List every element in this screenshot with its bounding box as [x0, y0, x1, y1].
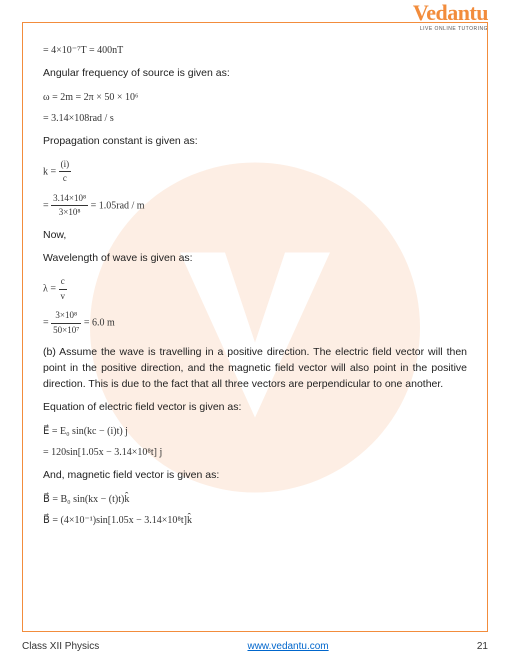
eq-lambda-calc-result: = 6.0 m: [84, 317, 115, 328]
eq-k-lhs: k =: [43, 166, 56, 177]
eq-k-calc: = 3.14×10⁸ 3×10⁸ = 1.05rad / m: [43, 192, 467, 220]
footer-class: Class XII Physics: [22, 641, 99, 652]
text-angular-freq: Angular frequency of source is given as:: [43, 66, 467, 82]
eq-k: k = (i) c: [43, 158, 467, 186]
eq-e-vector: E⃗ = E₀ sin(kc − (i)t) j: [43, 424, 467, 439]
eq-magnetic-field-value: = 4×10⁻⁷T = 400nT: [43, 43, 467, 58]
text-part-b: (b) Assume the wave is travelling in a p…: [43, 345, 467, 392]
eq-b-vector-result: B⃗ = (4×10⁻¹)sin[1.05x − 3.14×10⁸t]k̂: [43, 513, 467, 528]
eq-b-vector: B⃗ = B₀ sin(kx − (t)t)k̂: [43, 492, 467, 507]
footer-page-number: 21: [477, 641, 488, 652]
eq-omega-result: = 3.14×108rad / s: [43, 111, 467, 126]
text-b-vector: And, magnetic field vector is given as:: [43, 468, 467, 484]
eq-lambda-num: c: [59, 275, 68, 290]
eq-k-frac: (i) c: [59, 158, 72, 186]
eq-lambda-lhs: λ =: [43, 283, 56, 294]
text-e-vector: Equation of electric field vector is giv…: [43, 400, 467, 416]
text-now: Now,: [43, 228, 467, 244]
eq-lambda: λ = c v: [43, 275, 467, 303]
eq-k-num: (i): [59, 158, 72, 173]
text-wavelength: Wavelength of wave is given as:: [43, 251, 467, 267]
content-area: = 4×10⁻⁷T = 400nT Angular frequency of s…: [43, 43, 467, 528]
eq-e-vector-result: = 120sin[1.05x − 3.14×10⁸t] j: [43, 445, 467, 460]
eq-lambda-frac: c v: [59, 275, 68, 303]
eq-k-den: c: [59, 172, 72, 186]
eq-lambda-calc: = 3×10⁸ 50×10⁷ = 6.0 m: [43, 309, 467, 337]
eq-k-calc-frac: 3.14×10⁸ 3×10⁸: [51, 192, 88, 220]
eq-lambda-calc-num: 3×10⁸: [51, 309, 81, 324]
eq-k-calc-den: 3×10⁸: [51, 206, 88, 220]
eq-lambda-calc-frac: 3×10⁸ 50×10⁷: [51, 309, 81, 337]
footer-link[interactable]: www.vedantu.com: [247, 641, 328, 652]
eq-k-calc-result: = 1.05rad / m: [91, 200, 145, 211]
eq-lambda-calc-den: 50×10⁷: [51, 324, 81, 338]
text-propagation: Propagation constant is given as:: [43, 134, 467, 150]
eq-omega: ω = 2m = 2π × 50 × 10⁶: [43, 90, 467, 105]
page-footer: Class XII Physics www.vedantu.com 21: [22, 641, 488, 652]
eq-k-calc-num: 3.14×10⁸: [51, 192, 88, 207]
page-frame: = 4×10⁻⁷T = 400nT Angular frequency of s…: [22, 22, 488, 632]
eq-lambda-den: v: [59, 290, 68, 304]
